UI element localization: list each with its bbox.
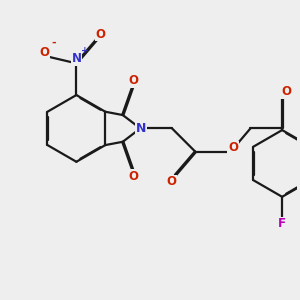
- Text: N: N: [71, 52, 81, 65]
- Text: F: F: [278, 217, 286, 230]
- Text: O: O: [95, 28, 105, 40]
- Text: O: O: [281, 85, 291, 98]
- Text: O: O: [167, 176, 176, 188]
- Text: +: +: [81, 46, 89, 55]
- Text: O: O: [39, 46, 49, 59]
- Text: O: O: [129, 169, 139, 182]
- Text: O: O: [228, 141, 238, 154]
- Text: N: N: [136, 122, 146, 135]
- Text: -: -: [52, 38, 56, 48]
- Text: O: O: [129, 74, 139, 87]
